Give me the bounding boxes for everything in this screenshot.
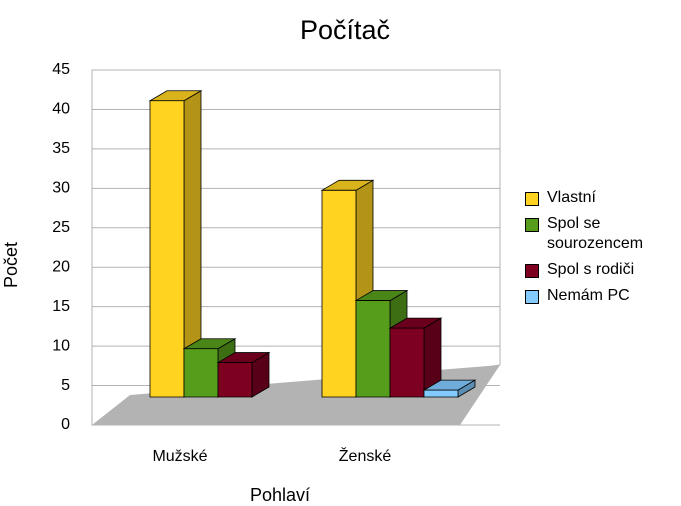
legend-item: Vlastní (525, 188, 675, 208)
legend-swatch (525, 192, 539, 206)
legend-swatch (525, 218, 539, 232)
y-tick-label: 40 (52, 101, 70, 118)
bar-front (321, 189, 357, 398)
bar (422, 379, 477, 398)
y-tick-label: 10 (52, 337, 70, 354)
y-tick-label: 20 (52, 258, 70, 275)
legend-label: Nemám PC (547, 287, 630, 304)
y-tick-label: 45 (52, 61, 70, 78)
legend-label: Spol s rodiči (547, 261, 635, 278)
x-tick-label: Ženské (339, 446, 392, 465)
y-tick-label: 15 (52, 298, 70, 315)
chart-title: Počítač (300, 15, 390, 45)
y-tick-label: 0 (61, 416, 70, 433)
bar (216, 351, 271, 398)
bar-front (149, 100, 185, 398)
bar-front (389, 327, 425, 398)
x-axis-title: Pohlaví (250, 485, 310, 505)
legend: Vlastní Spol se sourozencem Spol s rodiči N… (525, 188, 675, 312)
legend-swatch (525, 290, 539, 304)
bar-front (183, 348, 219, 398)
y-tick-label: 5 (61, 377, 70, 394)
bar (388, 317, 443, 398)
bar-front (423, 389, 459, 398)
bar-front (355, 300, 391, 398)
legend-label: Vlastní (547, 189, 596, 206)
legend-item: Spol se sourozencem (525, 214, 675, 254)
legend-label: Spol se sourozencem (547, 215, 644, 252)
legend-item: Spol s rodiči (525, 260, 675, 280)
legend-item: Nemám PC (525, 286, 675, 306)
y-axis-title: Počet (1, 242, 21, 288)
y-tick-label: 35 (52, 140, 70, 157)
bar (148, 90, 203, 398)
legend-swatch (525, 264, 539, 278)
x-tick-label: Mužské (152, 448, 207, 465)
y-tick-label: 25 (52, 219, 70, 236)
y-tick-label: 30 (52, 180, 70, 197)
bar-front (217, 362, 253, 398)
